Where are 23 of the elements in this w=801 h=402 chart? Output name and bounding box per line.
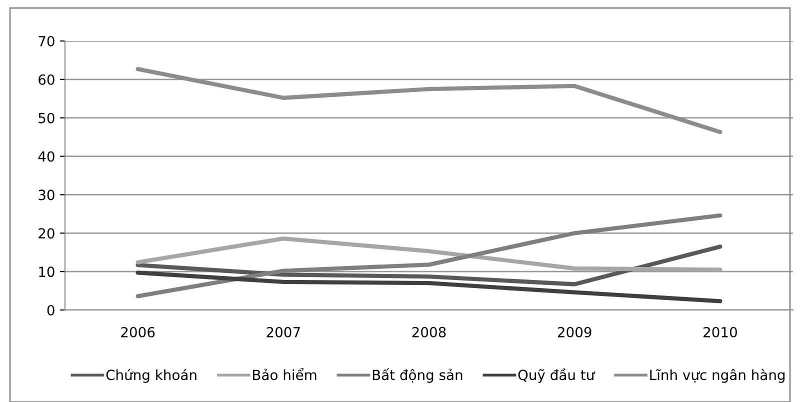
y-tick-label: 30: [38, 190, 54, 200]
line-series: [136, 236, 722, 272]
y-tick-label: 20: [38, 228, 54, 239]
y-tick-label: 10: [39, 266, 54, 278]
legend-label: Lĩnh vực ngân hàng: [650, 368, 785, 383]
line-series: [136, 270, 722, 304]
x-tick-label: 2009: [558, 326, 592, 338]
x-tick-label: 2006: [121, 326, 155, 338]
line-series: [136, 213, 722, 298]
y-tick-label: 0: [47, 304, 54, 316]
y-tick-label: 70: [38, 36, 54, 46]
y-tick-label: 60: [38, 74, 54, 85]
y-tick-label: 40: [38, 151, 54, 162]
legend-label: Bảo hiểm: [253, 368, 316, 380]
legend-label: Bất động sản: [372, 368, 462, 383]
line-series: [136, 66, 722, 134]
x-tick-label: 2008: [412, 326, 446, 338]
legend-label: Quỹ đầu tư: [518, 368, 596, 383]
x-tick-label: 2007: [266, 326, 300, 338]
x-tick-label: 2010: [704, 326, 737, 338]
y-tick-label: 50: [38, 112, 54, 124]
line-series: [136, 244, 722, 286]
legend-label: Chứng khoán: [106, 368, 196, 383]
